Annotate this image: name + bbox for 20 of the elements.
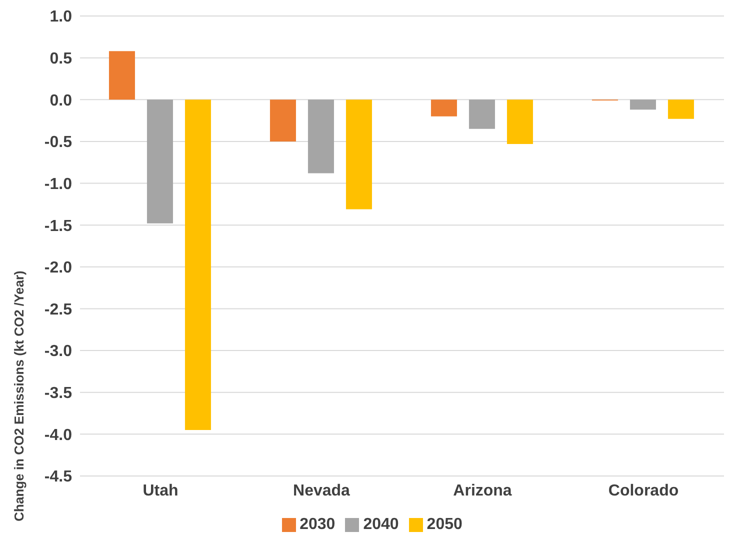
y-tick-label: 0.0 [50,92,72,110]
y-tick-label: -4.5 [44,468,72,486]
y-tick-label: -2.5 [44,301,72,318]
y-tick-label: 1.0 [50,8,72,26]
y-axis-title: Change in CO2 Emissions (kt CO2 /Year) [12,270,27,522]
y-tick-label: 0.5 [50,50,72,68]
x-tick-label: Nevada [293,482,350,500]
y-tick-label: -3.5 [44,385,72,402]
y-tick-label: -2.0 [44,260,72,277]
legend-label: 2040 [363,516,399,533]
y-tick-label: -3.0 [44,343,72,360]
y-tick-label: -1.5 [44,218,72,235]
x-tick-label: Colorado [608,482,679,500]
x-tick-label: Utah [142,482,178,500]
legend-label: 2030 [300,516,336,533]
x-tick-label: Arizona [453,482,512,500]
y-tick-label: -0.5 [44,134,72,152]
y-tick-label: -1.0 [44,176,72,193]
legend-label: 2050 [426,516,462,533]
y-tick-label: -4.0 [44,426,72,444]
